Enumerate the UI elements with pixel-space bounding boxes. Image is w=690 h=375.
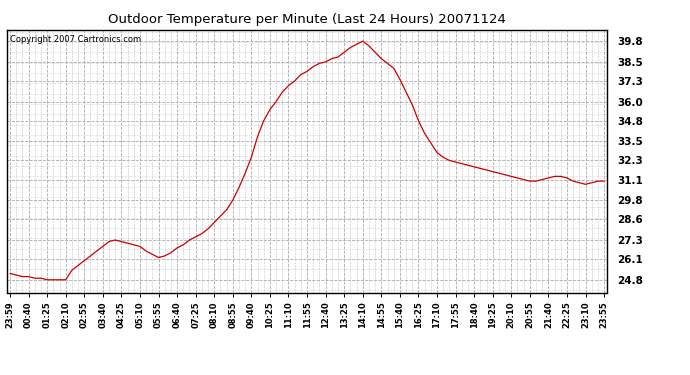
Text: Copyright 2007 Cartronics.com: Copyright 2007 Cartronics.com bbox=[10, 35, 141, 44]
Title: Outdoor Temperature per Minute (Last 24 Hours) 20071124: Outdoor Temperature per Minute (Last 24 … bbox=[108, 13, 506, 26]
